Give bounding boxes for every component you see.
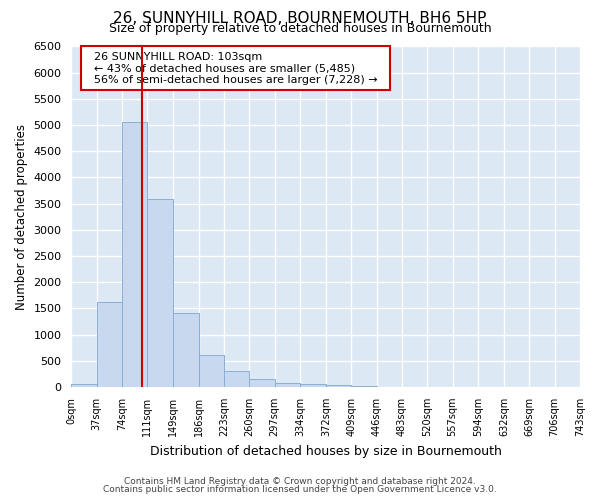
Bar <box>122 122 148 387</box>
X-axis label: Distribution of detached houses by size in Bournemouth: Distribution of detached houses by size … <box>150 444 502 458</box>
Bar <box>224 371 250 387</box>
Text: 26, SUNNYHILL ROAD, BOURNEMOUTH, BH6 5HP: 26, SUNNYHILL ROAD, BOURNEMOUTH, BH6 5HP <box>113 11 487 26</box>
Bar <box>97 302 122 387</box>
Text: Contains HM Land Registry data © Crown copyright and database right 2024.: Contains HM Land Registry data © Crown c… <box>124 477 476 486</box>
Bar <box>148 200 173 387</box>
Bar <box>275 383 300 387</box>
Bar <box>352 386 377 387</box>
Bar <box>300 384 326 387</box>
Text: Size of property relative to detached houses in Bournemouth: Size of property relative to detached ho… <box>109 22 491 35</box>
Text: 26 SUNNYHILL ROAD: 103sqm  
  ← 43% of detached houses are smaller (5,485)  
  5: 26 SUNNYHILL ROAD: 103sqm ← 43% of detac… <box>86 52 384 85</box>
Text: Contains public sector information licensed under the Open Government Licence v3: Contains public sector information licen… <box>103 485 497 494</box>
Bar <box>71 384 97 387</box>
Bar <box>250 379 275 387</box>
Y-axis label: Number of detached properties: Number of detached properties <box>15 124 28 310</box>
Bar <box>199 355 224 387</box>
Bar <box>326 386 352 387</box>
Bar <box>173 312 199 387</box>
